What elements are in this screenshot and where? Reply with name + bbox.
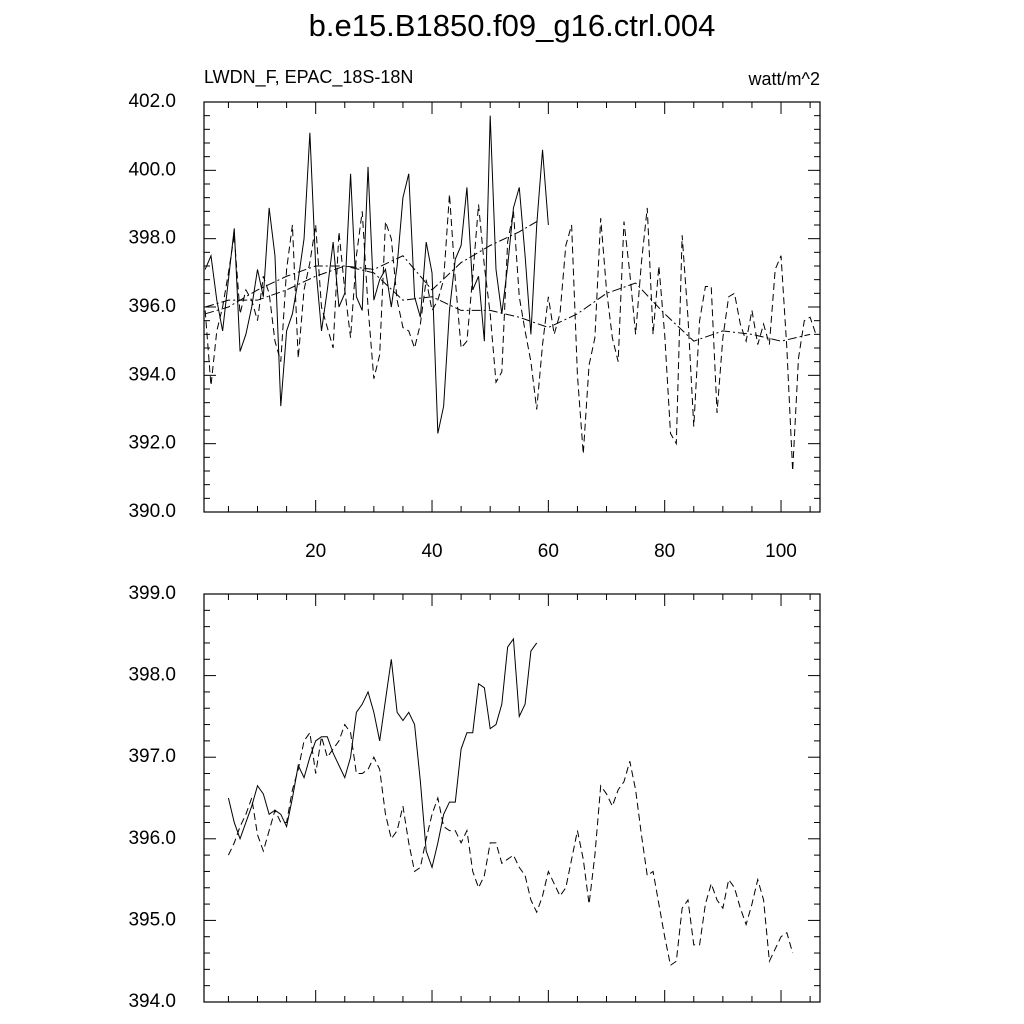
y-tick-label: 402.0: [128, 91, 176, 112]
y-tick-label: 396.0: [128, 828, 176, 849]
right-string: watt/m^2: [748, 69, 820, 89]
series-line: [204, 115, 549, 434]
series-line: [205, 221, 537, 315]
x-tick-label: 60: [538, 541, 559, 562]
y-tick-label: 394.0: [128, 991, 176, 1012]
plot-frame: [203, 593, 821, 1003]
left-string: LWDN_F, EPAC_18S-18N: [204, 67, 413, 88]
series-line: [204, 194, 817, 472]
y-tick-label: 400.0: [128, 159, 176, 180]
y-tick-label: 394.0: [128, 364, 176, 385]
x-tick-label: 100: [765, 541, 797, 562]
series-line: [227, 637, 538, 870]
y-tick-label: 398.0: [128, 665, 176, 686]
y-tick-label: 392.0: [128, 433, 176, 454]
y-tick-label: 397.0: [128, 746, 176, 767]
y-tick-label: 398.0: [128, 228, 176, 249]
x-tick-label: 20: [305, 541, 326, 562]
series-line: [227, 723, 794, 967]
y-tick-label: 390.0: [128, 501, 176, 522]
y-tick-label: 396.0: [128, 296, 176, 317]
x-tick-label: 40: [421, 541, 442, 562]
figure-title: b.e15.B1850.f09_g16.ctrl.004: [309, 8, 716, 43]
y-tick-label: 399.0: [128, 583, 176, 604]
x-tick-label: 80: [654, 541, 675, 562]
series-line: [205, 265, 811, 342]
y-tick-label: 395.0: [128, 909, 176, 930]
